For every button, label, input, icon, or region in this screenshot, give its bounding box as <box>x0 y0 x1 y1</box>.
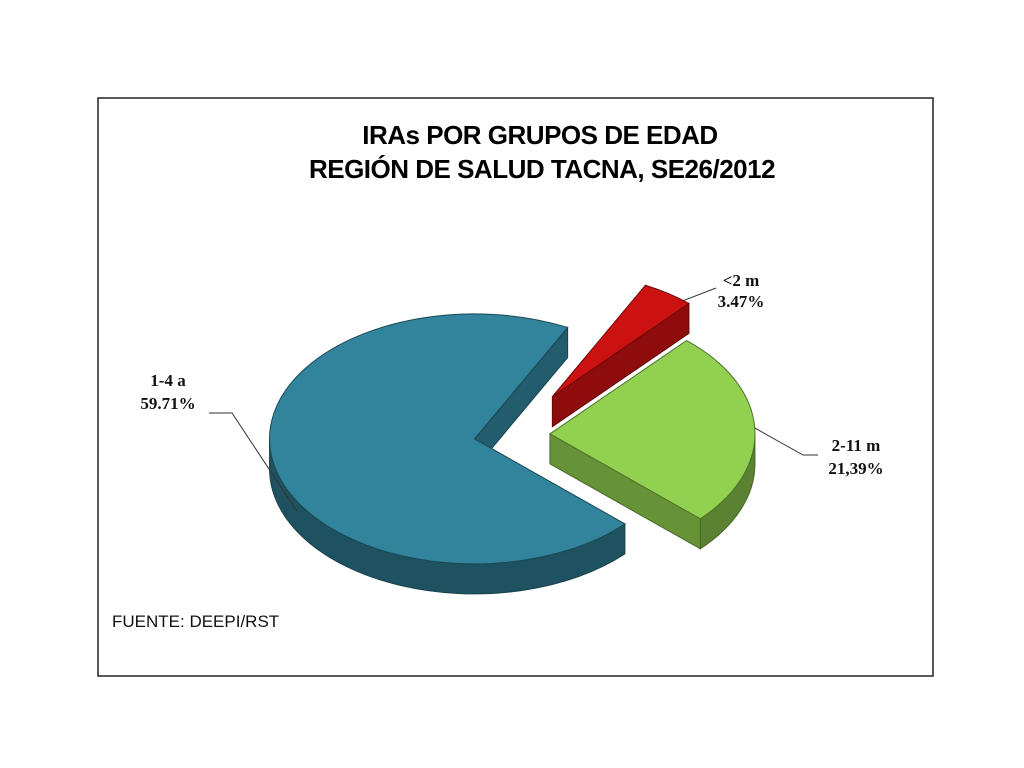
chart-subtitle: REGIÓN DE SALUD TACNA, SE26/2012 <box>309 154 775 184</box>
leader-line-0 <box>683 287 717 302</box>
pie-slice-top-2 <box>269 313 626 565</box>
pie-slice-2 <box>269 313 626 595</box>
label-value-1: 21,39% <box>828 459 883 478</box>
leader-line-2 <box>209 412 298 512</box>
leader-line-1 <box>754 427 818 456</box>
label-category-1: 2-11 m <box>832 436 881 455</box>
label-value-2: 59.71% <box>140 394 195 413</box>
leader-lines <box>209 287 818 512</box>
pie-slice-1 <box>549 340 756 550</box>
chart-title: IRAs POR GRUPOS DE EDAD <box>362 120 717 150</box>
label-category-0: <2 m <box>723 271 760 290</box>
source-note: FUENTE: DEEPI/RST <box>112 612 279 631</box>
pie-slice-0 <box>551 284 690 428</box>
label-value-0: 3.47% <box>718 292 765 311</box>
pie-slice-top-0 <box>551 284 690 398</box>
label-category-2: 1-4 a <box>150 371 186 390</box>
pie-slices <box>269 284 756 595</box>
